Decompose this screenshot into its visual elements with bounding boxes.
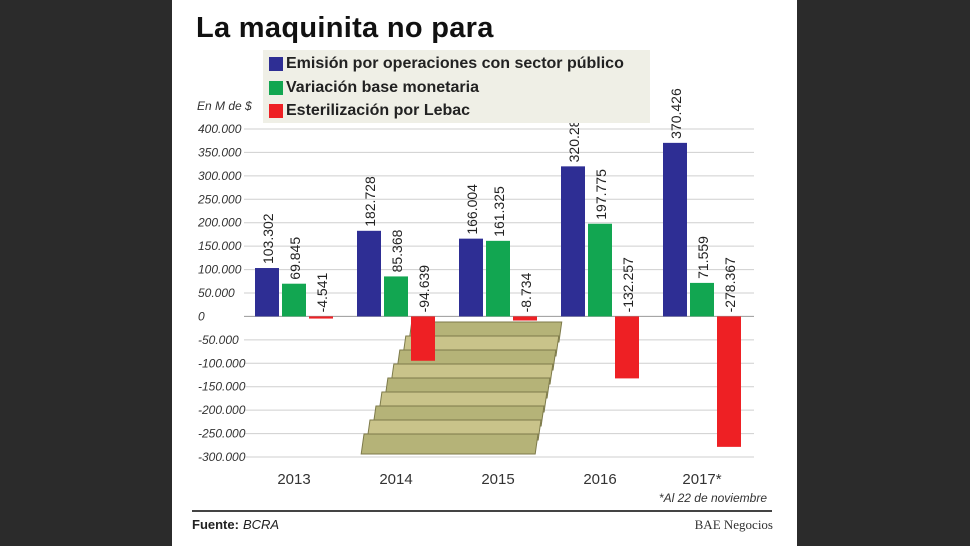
bar <box>588 223 612 317</box>
data-label: 182.728 <box>362 176 378 227</box>
unit-label: En M de $ <box>197 99 252 113</box>
y-tick-label: -150.000 <box>198 380 246 394</box>
bar-chart: 400.000 350.000 300.000 250.000 200.000 150.0… <box>197 88 754 488</box>
source-label: Fuente: <box>192 517 239 532</box>
y-tick-label: 150.000 <box>198 239 242 253</box>
legend-item-esterilizacion: Esterilización por Lebac <box>269 102 470 120</box>
data-label: 69.845 <box>287 237 303 280</box>
legend-item-variacion: Variación base monetaria <box>269 79 479 97</box>
y-tick-label: 200.000 <box>197 216 242 230</box>
bar <box>357 230 381 317</box>
bar <box>486 240 510 317</box>
legend-label: Esterilización por Lebac <box>286 102 471 119</box>
bar <box>459 238 483 317</box>
infographic-panel: La maquinita no para 400.000 350.000 300.0… <box>172 0 797 546</box>
y-tick-label: 300.000 <box>198 169 242 183</box>
bar <box>690 282 714 317</box>
money-stack-illustration <box>360 321 563 455</box>
x-tick-label: 2015 <box>481 471 514 488</box>
y-tick-label: -50.000 <box>198 333 239 347</box>
data-label: 103.302 <box>260 213 276 264</box>
data-label: -4.541 <box>314 273 330 313</box>
bar <box>255 268 279 317</box>
footnote: *Al 22 de noviembre <box>658 491 767 505</box>
x-tick-label: 2013 <box>277 471 310 488</box>
data-label: -94.639 <box>416 265 432 313</box>
x-tick-label: 2016 <box>583 471 616 488</box>
bar <box>384 276 408 317</box>
y-tick-label: 400.000 <box>198 122 242 136</box>
brand-logo: BAE Negocios <box>694 517 773 532</box>
legend-item-emision: Emisión por operaciones con sector públi… <box>269 55 624 73</box>
data-label: 320.283 <box>566 112 582 163</box>
data-label: 166.004 <box>464 184 480 235</box>
data-label: 71.559 <box>695 236 711 279</box>
bar <box>411 316 435 361</box>
x-tick-label: 2017* <box>682 471 721 488</box>
bar <box>282 283 306 317</box>
legend-label: Emisión por operaciones con sector públi… <box>286 55 624 72</box>
y-tick-label: -200.000 <box>198 403 246 417</box>
data-label: 197.775 <box>593 169 609 220</box>
y-tick-label: -300.000 <box>198 450 246 464</box>
bar <box>513 316 537 321</box>
legend-label: Variación base monetaria <box>286 79 479 96</box>
chart-title: La maquinita no para <box>196 12 494 44</box>
y-tick-label: 250.000 <box>197 192 242 206</box>
legend-swatch-blue <box>269 57 283 71</box>
bar <box>717 316 741 447</box>
x-tick-label: 2014 <box>379 471 412 488</box>
bar <box>615 316 639 379</box>
data-label: 161.325 <box>491 186 507 237</box>
legend: Emisión por operaciones con sector públi… <box>263 50 650 123</box>
y-tick-label: -250.000 <box>198 427 246 441</box>
y-tick-label: -100.000 <box>198 356 246 370</box>
y-tick-label: 100.000 <box>198 263 242 277</box>
data-label: -132.257 <box>620 257 636 312</box>
legend-swatch-red <box>269 104 283 118</box>
y-tick-label: 350.000 <box>198 145 242 159</box>
y-tick-label: 50.000 <box>198 286 235 300</box>
y-tick-label: 0 <box>198 309 205 323</box>
bar <box>309 316 333 319</box>
legend-swatch-green <box>269 81 283 95</box>
divider <box>192 510 772 512</box>
data-label: -278.367 <box>722 257 738 312</box>
data-label: -8.734 <box>518 273 534 313</box>
bar <box>663 142 687 317</box>
source: Fuente: BCRA <box>192 517 279 532</box>
source-value: BCRA <box>242 517 280 532</box>
data-label: 370.426 <box>668 88 684 139</box>
bar <box>561 166 585 317</box>
banknote <box>360 433 539 455</box>
data-label: 85.368 <box>389 229 405 272</box>
